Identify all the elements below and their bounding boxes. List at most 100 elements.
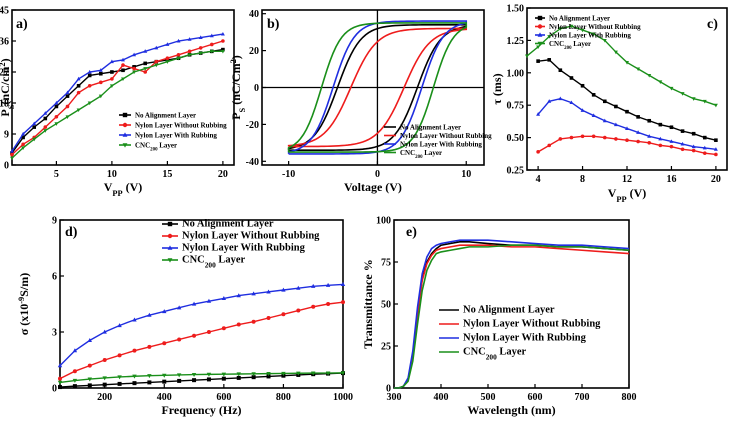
data-point bbox=[102, 358, 107, 362]
data-point bbox=[76, 83, 81, 88]
data-point bbox=[121, 77, 125, 82]
legend-label: Nylon Layer Without Rubbing bbox=[549, 23, 641, 31]
data-point bbox=[43, 125, 48, 129]
y-tick-label: 40 bbox=[249, 9, 259, 20]
data-point bbox=[87, 101, 92, 106]
data-point bbox=[251, 372, 256, 377]
data-point bbox=[187, 53, 192, 57]
data-point bbox=[58, 376, 62, 381]
data-point bbox=[680, 92, 685, 96]
data-point bbox=[43, 116, 48, 121]
legend-marker bbox=[537, 24, 543, 29]
data-point bbox=[221, 376, 226, 381]
data-point bbox=[341, 300, 345, 305]
legend-label: Nylon Layer With Rubbing bbox=[463, 333, 587, 344]
data-point bbox=[547, 35, 552, 39]
x-tick-label: 20 bbox=[218, 169, 228, 180]
x-tick-label: 10 bbox=[461, 169, 471, 180]
data-point bbox=[580, 83, 585, 88]
data-point bbox=[110, 70, 114, 74]
y-tick-label: 3 bbox=[52, 328, 57, 339]
data-point bbox=[613, 50, 618, 55]
legend-label: CNC200 Layer bbox=[463, 347, 527, 362]
data-point bbox=[177, 337, 182, 342]
data-point bbox=[296, 371, 301, 376]
data-point bbox=[76, 108, 81, 113]
data-point bbox=[591, 134, 596, 139]
panel-label: d) bbox=[65, 225, 78, 240]
data-point bbox=[32, 125, 36, 129]
data-point bbox=[691, 148, 696, 153]
y-tick-label: 20 bbox=[249, 46, 259, 57]
data-point bbox=[87, 73, 92, 78]
data-point bbox=[580, 108, 585, 112]
y-tick-label: 36 bbox=[0, 37, 9, 48]
legend-label: CNC200 Layer bbox=[549, 40, 591, 51]
series-line-2 bbox=[59, 283, 344, 367]
x-tick-label: 20 bbox=[711, 174, 721, 185]
data-point bbox=[132, 374, 137, 379]
data-point bbox=[109, 84, 114, 88]
data-point bbox=[143, 70, 147, 74]
data-point bbox=[57, 363, 63, 368]
data-point bbox=[198, 35, 203, 39]
legend-label: Nylon Layer Without Rubbing bbox=[182, 231, 320, 242]
panel-a: 5 10 15 20 0 9 18 27 36 45 a) No Alignment Layer Nyl… bbox=[0, 6, 235, 198]
x-tick-label: 0 bbox=[375, 169, 380, 180]
data-point bbox=[210, 42, 214, 47]
data-point bbox=[658, 122, 663, 127]
y-tick-label: 1.25 bbox=[507, 36, 525, 47]
data-point bbox=[625, 60, 629, 65]
y-tick-label: 27 bbox=[0, 68, 9, 79]
data-point bbox=[625, 126, 629, 130]
data-point bbox=[206, 372, 212, 377]
data-point bbox=[311, 371, 316, 376]
data-point bbox=[614, 137, 618, 141]
data-point bbox=[580, 134, 585, 139]
x-tick-label: 1000 bbox=[333, 392, 353, 403]
legend-marker bbox=[122, 132, 128, 137]
legend-label: No Alignment Layer bbox=[463, 305, 555, 316]
data-point bbox=[602, 135, 607, 140]
x-tick-label: 4 bbox=[536, 174, 541, 185]
data-point bbox=[591, 93, 596, 97]
panel-d: 200 400 600 800 1000 0 3 6 9 d) No Alignment Layer… bbox=[17, 216, 354, 418]
data-point bbox=[154, 59, 159, 64]
data-point bbox=[176, 52, 181, 57]
y-tick-label: 100 bbox=[376, 216, 391, 227]
data-point bbox=[220, 49, 225, 54]
data-point bbox=[340, 282, 346, 286]
data-point bbox=[132, 70, 137, 75]
legend-label: CNC200 Layer bbox=[400, 149, 442, 160]
data-point bbox=[177, 378, 182, 383]
y-tick-label: 50 bbox=[381, 300, 391, 311]
data-point bbox=[132, 52, 137, 57]
data-point bbox=[147, 344, 152, 349]
data-point bbox=[311, 283, 316, 288]
data-point bbox=[143, 67, 148, 71]
legend-label: Nylon Layer With Rubbing bbox=[182, 243, 306, 254]
data-point bbox=[536, 112, 541, 116]
legend-label: CNC200 Layer bbox=[182, 255, 246, 270]
data-point bbox=[198, 51, 203, 56]
legend-label: Nylon Layer Without Rubbing bbox=[400, 132, 492, 140]
data-point bbox=[162, 309, 167, 314]
data-point bbox=[647, 118, 652, 123]
data-point bbox=[236, 293, 241, 298]
data-point bbox=[165, 56, 170, 61]
legend-marker bbox=[167, 258, 173, 263]
data-point bbox=[87, 363, 92, 368]
data-point bbox=[32, 121, 37, 126]
data-point bbox=[221, 39, 225, 43]
data-point bbox=[281, 287, 286, 292]
panel-label: e) bbox=[406, 225, 417, 240]
series-line-1 bbox=[59, 301, 344, 380]
panel-label: c) bbox=[707, 17, 718, 32]
data-point bbox=[72, 384, 77, 389]
data-point bbox=[87, 338, 92, 342]
data-point bbox=[21, 142, 25, 147]
x-tick-label: 400 bbox=[434, 392, 449, 403]
data-point bbox=[99, 80, 103, 85]
data-point bbox=[266, 372, 271, 377]
data-point bbox=[121, 68, 125, 73]
